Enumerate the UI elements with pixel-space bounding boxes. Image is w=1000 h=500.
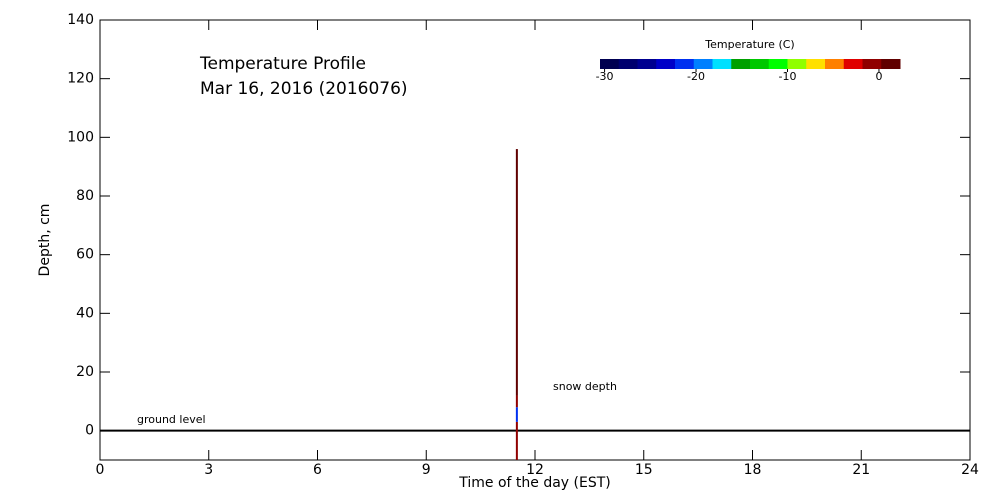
colorbar-swatch [637, 59, 657, 69]
colorbar-swatch [787, 59, 807, 69]
colorbar-swatch [731, 59, 751, 69]
y-tick-label: 80 [76, 188, 94, 204]
profile-segment [515, 407, 518, 422]
colorbar-swatch [825, 59, 845, 69]
y-tick-label: 60 [76, 247, 94, 263]
colorbar-swatch [843, 59, 863, 69]
y-tick-label: 20 [76, 364, 94, 380]
colorbar-swatch [600, 59, 620, 69]
colorbar-swatch [881, 59, 901, 69]
x-tick-label: 12 [526, 462, 544, 478]
chart-title: Temperature Profile [199, 54, 366, 74]
x-axis-label: Time of the day (EST) [458, 475, 611, 491]
x-tick-label: 21 [852, 462, 870, 478]
y-tick-label: 120 [67, 71, 94, 87]
x-tick-label: 15 [635, 462, 653, 478]
x-tick-label: 0 [96, 462, 105, 478]
colorbar-tick-label: 0 [875, 70, 882, 83]
colorbar-title: Temperature (C) [704, 38, 794, 51]
chart-subtitle: Mar 16, 2016 (2016076) [200, 79, 408, 99]
colorbar-swatch [862, 59, 882, 69]
colorbar-swatch [768, 59, 788, 69]
y-axis-label: Depth, cm [37, 204, 53, 277]
colorbar-swatch [750, 59, 770, 69]
y-tick-label: 40 [76, 305, 94, 321]
colorbar-swatch [712, 59, 732, 69]
colorbar-swatch [675, 59, 695, 69]
colorbar-swatch [656, 59, 676, 69]
x-tick-label: 3 [204, 462, 213, 478]
colorbar-tick-label: -20 [687, 70, 705, 83]
x-tick-label: 9 [422, 462, 431, 478]
colorbar-swatch [618, 59, 638, 69]
profile-segment [515, 421, 518, 460]
annotation: snow depth [553, 380, 617, 393]
x-tick-label: 18 [744, 462, 762, 478]
colorbar-swatch [693, 59, 713, 69]
x-tick-label: 6 [313, 462, 322, 478]
colorbar-tick-label: -30 [596, 70, 614, 83]
y-tick-label: 0 [85, 423, 94, 439]
y-tick-label: 140 [67, 12, 94, 28]
annotation: ground level [137, 413, 206, 426]
x-tick-label: 24 [961, 462, 979, 478]
profile-segment [515, 395, 518, 408]
profile-segment [515, 149, 518, 396]
colorbar-tick-label: -10 [779, 70, 797, 83]
colorbar-swatch [806, 59, 826, 69]
y-tick-label: 100 [67, 129, 94, 145]
